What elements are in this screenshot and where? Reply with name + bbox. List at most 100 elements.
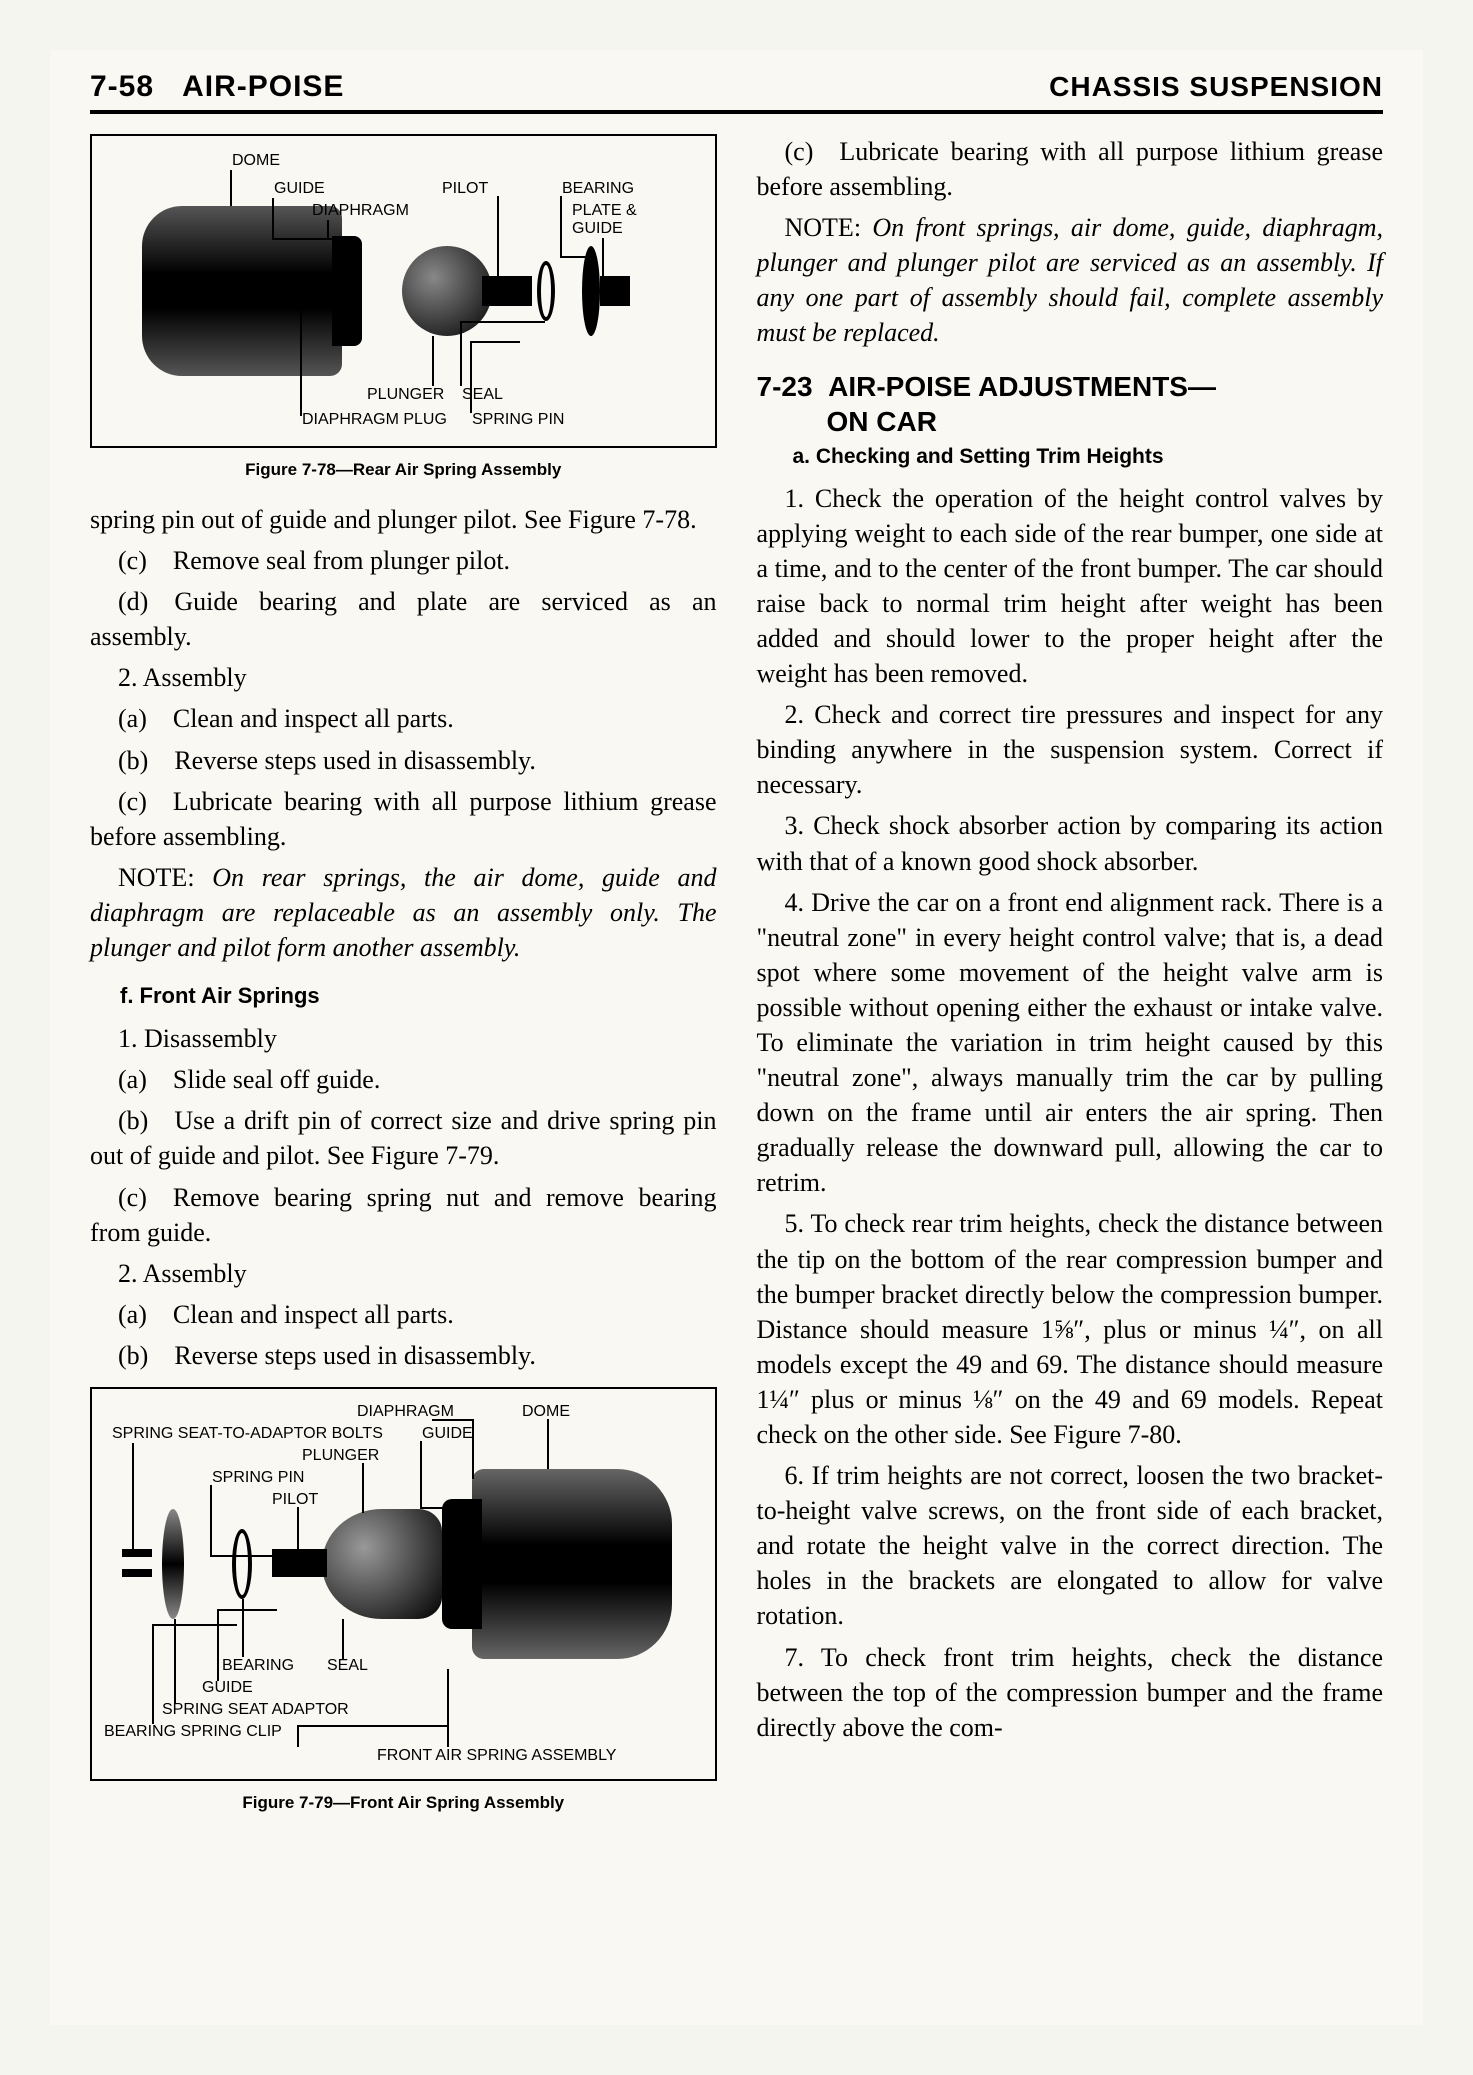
para: 1. Disassembly [90,1021,717,1056]
label-guide: GUIDE [274,180,325,198]
label-spring-seat-adaptor: SPRING SEAT ADAPTOR [162,1701,349,1719]
page: 7-58 AIR-POISE CHASSIS SUSPENSION [50,50,1423,2025]
figure-7-78: DOME GUIDE DIAPHRAGM PILOT BEARING PLATE… [90,134,717,448]
leader [460,321,545,323]
label-bearing: BEARING [222,1657,294,1675]
label-pilot: PILOT [442,180,488,198]
label-dome: DOME [232,152,280,170]
dome-shape [142,206,342,376]
label-adaptor-bolts: SPRING SEAT-TO-ADAPTOR BOLTS [112,1425,383,1443]
leader [297,1507,299,1552]
leader [300,294,302,376]
label-spring-pin: SPRING PIN [472,411,564,429]
guide-shape [442,1499,482,1629]
leader [327,220,329,240]
leader [217,1609,277,1611]
guide-shape [332,236,362,346]
label-plunger: PLUNGER [367,386,444,404]
content-columns: DOME GUIDE DIAPHRAGM PILOT BEARING PLATE… [90,134,1383,1813]
para: (c) Lubricate bearing with all purpose l… [90,784,717,854]
leader [210,1555,275,1557]
leader [272,238,342,240]
leader [362,1463,364,1513]
leader [447,1669,449,1747]
subhead-f: f. Front Air Springs [120,983,717,1009]
leader [132,1443,134,1551]
leader [460,321,462,386]
note-prefix: NOTE: [785,213,862,242]
page-number: 7-58 [90,70,154,103]
leader [242,1599,244,1657]
para: (b) Reverse steps used in disassembly. [90,743,717,778]
pilot-shape [272,1549,327,1577]
label-seal: SEAL [327,1657,368,1675]
label-dome: DOME [522,1403,570,1421]
para: spring pin out of guide and plunger pilo… [90,502,717,537]
leader [272,198,274,238]
left-column: DOME GUIDE DIAPHRAGM PILOT BEARING PLATE… [90,134,717,1813]
plunger-shape [322,1509,442,1619]
para: (a) Slide seal off guide. [90,1062,717,1097]
para: (a) Clean and inspect all parts. [90,701,717,736]
leader [342,1619,344,1659]
label-seal: SEAL [462,386,503,404]
leader [297,1725,299,1747]
para: (d) Guide bearing and plate are serviced… [90,584,717,654]
header-left-title: AIR-POISE [182,70,344,103]
leader [560,256,590,258]
para: 7. To check front trim heights, check th… [757,1640,1384,1745]
leader [432,1419,472,1421]
label-plate-guide: PLATE &GUIDE [572,202,637,237]
para: (c) Remove bearing spring nut and remove… [90,1180,717,1250]
para: 3. Check shock absorber action by compar… [757,808,1384,878]
label-spring-pin: SPRING PIN [212,1469,304,1487]
figure-7-78-caption: Figure 7-78—Rear Air Spring Assembly [90,460,717,480]
leader [560,196,562,256]
header-left: 7-58 AIR-POISE [90,70,344,104]
figure-7-79: DIAPHRAGM DOME SPRING SEAT-TO-ADAPTOR BO… [90,1387,717,1781]
para: 4. Drive the car on a front end alignmen… [757,885,1384,1201]
leader [152,1624,237,1626]
plate-shape [600,276,630,306]
para: (a) Clean and inspect all parts. [90,1297,717,1332]
para: (c) Lubricate bearing with all purpose l… [757,134,1384,204]
leader [497,196,499,276]
para: 2. Assembly [90,1256,717,1291]
note: NOTE: On front springs, air dome, guide,… [757,210,1384,350]
label-front-assembly: FRONT AIR SPRING ASSEMBLY [377,1747,616,1765]
leader [210,1485,212,1555]
section-7-23-sub: a. Checking and Setting Trim Heights [793,445,1384,469]
page-header: 7-58 AIR-POISE CHASSIS SUSPENSION [90,70,1383,114]
label-guide: GUIDE [422,1425,473,1443]
bearing-shape [582,246,600,336]
leader [152,1624,154,1724]
para: (c) Remove seal from plunger pilot. [90,543,717,578]
label-diaphragm: DIAPHRAGM [312,202,409,220]
para: (b) Use a drift pin of correct size and … [90,1103,717,1173]
label-guide2: GUIDE [202,1679,253,1697]
label-diaphragm-plug: DIAPHRAGM PLUG [302,411,447,429]
leader [217,1609,219,1681]
dome-shape [472,1469,672,1659]
note-prefix: NOTE: [118,863,195,892]
seal-shape [537,261,555,321]
right-column: (c) Lubricate bearing with all purpose l… [757,134,1384,1813]
leader [230,170,232,206]
leader [602,238,604,278]
leader [174,1619,176,1703]
leader [420,1441,422,1507]
para: (b) Reverse steps used in disassembly. [90,1338,717,1373]
bolt-shape [122,1569,152,1577]
label-bearing: BEARING [562,180,634,198]
leader [420,1507,455,1509]
bolt-shape [122,1549,152,1557]
leader [297,1725,447,1727]
leader [470,341,520,343]
section-7-23-head: 7-23 AIR-POISE ADJUSTMENTS— ON CAR [757,369,1384,439]
para: 6. If trim heights are not correct, loos… [757,1458,1384,1633]
adaptor-shape [162,1509,184,1619]
leader [470,341,472,413]
para: 5. To check rear trim heights, check the… [757,1206,1384,1452]
figure-7-78-diagram: DOME GUIDE DIAPHRAGM PILOT BEARING PLATE… [102,146,705,436]
label-plunger: PLUNGER [302,1447,379,1465]
